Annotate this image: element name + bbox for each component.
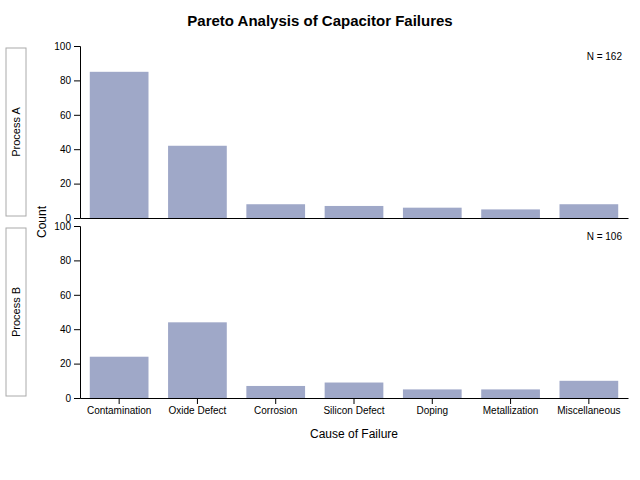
title: Pareto Analysis of Capacitor Failures <box>187 12 452 29</box>
y-tick: 40 <box>60 324 80 335</box>
tick-label: Doping <box>416 405 448 416</box>
y-tick: 60 <box>60 290 80 301</box>
tick-mark <box>432 398 433 404</box>
tick-mark <box>74 80 80 81</box>
tick-mark <box>74 218 80 219</box>
x-tick: Doping <box>416 398 448 416</box>
panel-label-box <box>6 228 26 396</box>
bar <box>90 357 149 398</box>
bar <box>325 383 384 398</box>
tick-label: 60 <box>60 110 72 121</box>
tick-mark <box>74 398 80 399</box>
marks <box>90 322 618 398</box>
panel-label: Process B <box>10 287 22 337</box>
tick-mark <box>354 398 355 404</box>
tick-label: Corrosion <box>254 405 297 416</box>
x-tick: Corrosion <box>254 398 297 416</box>
y-tick: 100 <box>54 41 80 52</box>
tick-mark <box>74 149 80 150</box>
y-tick: 100 <box>54 221 80 232</box>
tick-label: Metallization <box>483 405 539 416</box>
x-axis: Contamination Oxide Defect Corrosion Silico… <box>81 398 629 416</box>
tick-label: Silicon Defect <box>323 405 384 416</box>
tick-label: 80 <box>60 255 72 266</box>
chart-container: 0 20 40 60 80 100 Process A N = 162 Pareto Analy… <box>0 0 640 480</box>
tick-label: 0 <box>65 393 71 404</box>
tick-label: Oxide Defect <box>169 405 227 416</box>
bar <box>168 322 227 398</box>
tick-label: 80 <box>60 75 72 86</box>
bar <box>403 389 462 398</box>
y-axis: 0 20 40 60 80 100 <box>54 221 80 404</box>
bar <box>560 381 619 398</box>
bar <box>403 208 462 218</box>
tick-label: 100 <box>54 221 71 232</box>
tick-mark <box>197 398 198 404</box>
y-axis-label: Count <box>35 205 49 238</box>
y-tick: 0 <box>65 393 80 404</box>
y-tick: 60 <box>60 110 80 121</box>
axis-line <box>81 218 629 219</box>
y-axis: 020406080100 <box>54 41 80 224</box>
tick-label: 20 <box>60 358 72 369</box>
x-axis <box>81 218 629 219</box>
bar <box>90 72 149 218</box>
y-tick: 20 <box>60 178 80 189</box>
x-tick: Silicon Defect <box>323 398 384 416</box>
tick-mark <box>74 46 80 47</box>
bar <box>560 204 619 218</box>
tick-label: Contamination <box>87 405 151 416</box>
y-tick: 40 <box>60 144 80 155</box>
axis-line <box>74 227 81 399</box>
x-tick: Miscellaneous <box>557 398 620 416</box>
tick-label: 60 <box>60 290 72 301</box>
panel-label: Process A <box>10 107 22 157</box>
panel-label-box <box>6 48 26 216</box>
x-tick: Contamination <box>87 398 151 416</box>
y-tick: 20 <box>60 358 80 369</box>
x-axis-label: Cause of Failure <box>310 427 398 441</box>
tick-mark <box>74 364 80 365</box>
bar <box>246 204 305 218</box>
tick-label: 100 <box>54 41 71 52</box>
tick-mark <box>74 115 80 116</box>
tick-label: 40 <box>60 324 72 335</box>
chart-svg: 0 20 40 60 80 100 Process A N = 162 Pareto Analy… <box>0 0 640 480</box>
tick-mark <box>275 398 276 404</box>
bar <box>481 209 540 218</box>
tick-mark <box>74 260 80 261</box>
bar <box>325 206 384 218</box>
tick-mark <box>74 226 80 227</box>
marks <box>90 72 618 218</box>
tick-label: 20 <box>60 178 72 189</box>
tick-mark <box>510 398 511 404</box>
tick-label: Miscellaneous <box>557 405 620 416</box>
bar <box>246 386 305 398</box>
panel: 0 20 40 60 80 100 Contamination Oxide Defect Cor… <box>54 221 628 416</box>
x-tick: Oxide Defect <box>169 398 227 416</box>
x-tick: Metallization <box>483 398 539 416</box>
axis-line <box>74 47 81 219</box>
tick-label: 40 <box>60 144 72 155</box>
tick-mark <box>74 184 80 185</box>
panel: 020406080100 <box>54 41 628 224</box>
y-tick: 80 <box>60 255 80 266</box>
tick-mark <box>588 398 589 404</box>
bar <box>168 146 227 218</box>
annotation: N = 162 <box>587 51 623 62</box>
tick-mark <box>74 329 80 330</box>
bar <box>481 389 540 398</box>
tick-mark <box>119 398 120 404</box>
tick-mark <box>74 295 80 296</box>
annotation: N = 106 <box>587 231 623 242</box>
y-tick: 80 <box>60 75 80 86</box>
